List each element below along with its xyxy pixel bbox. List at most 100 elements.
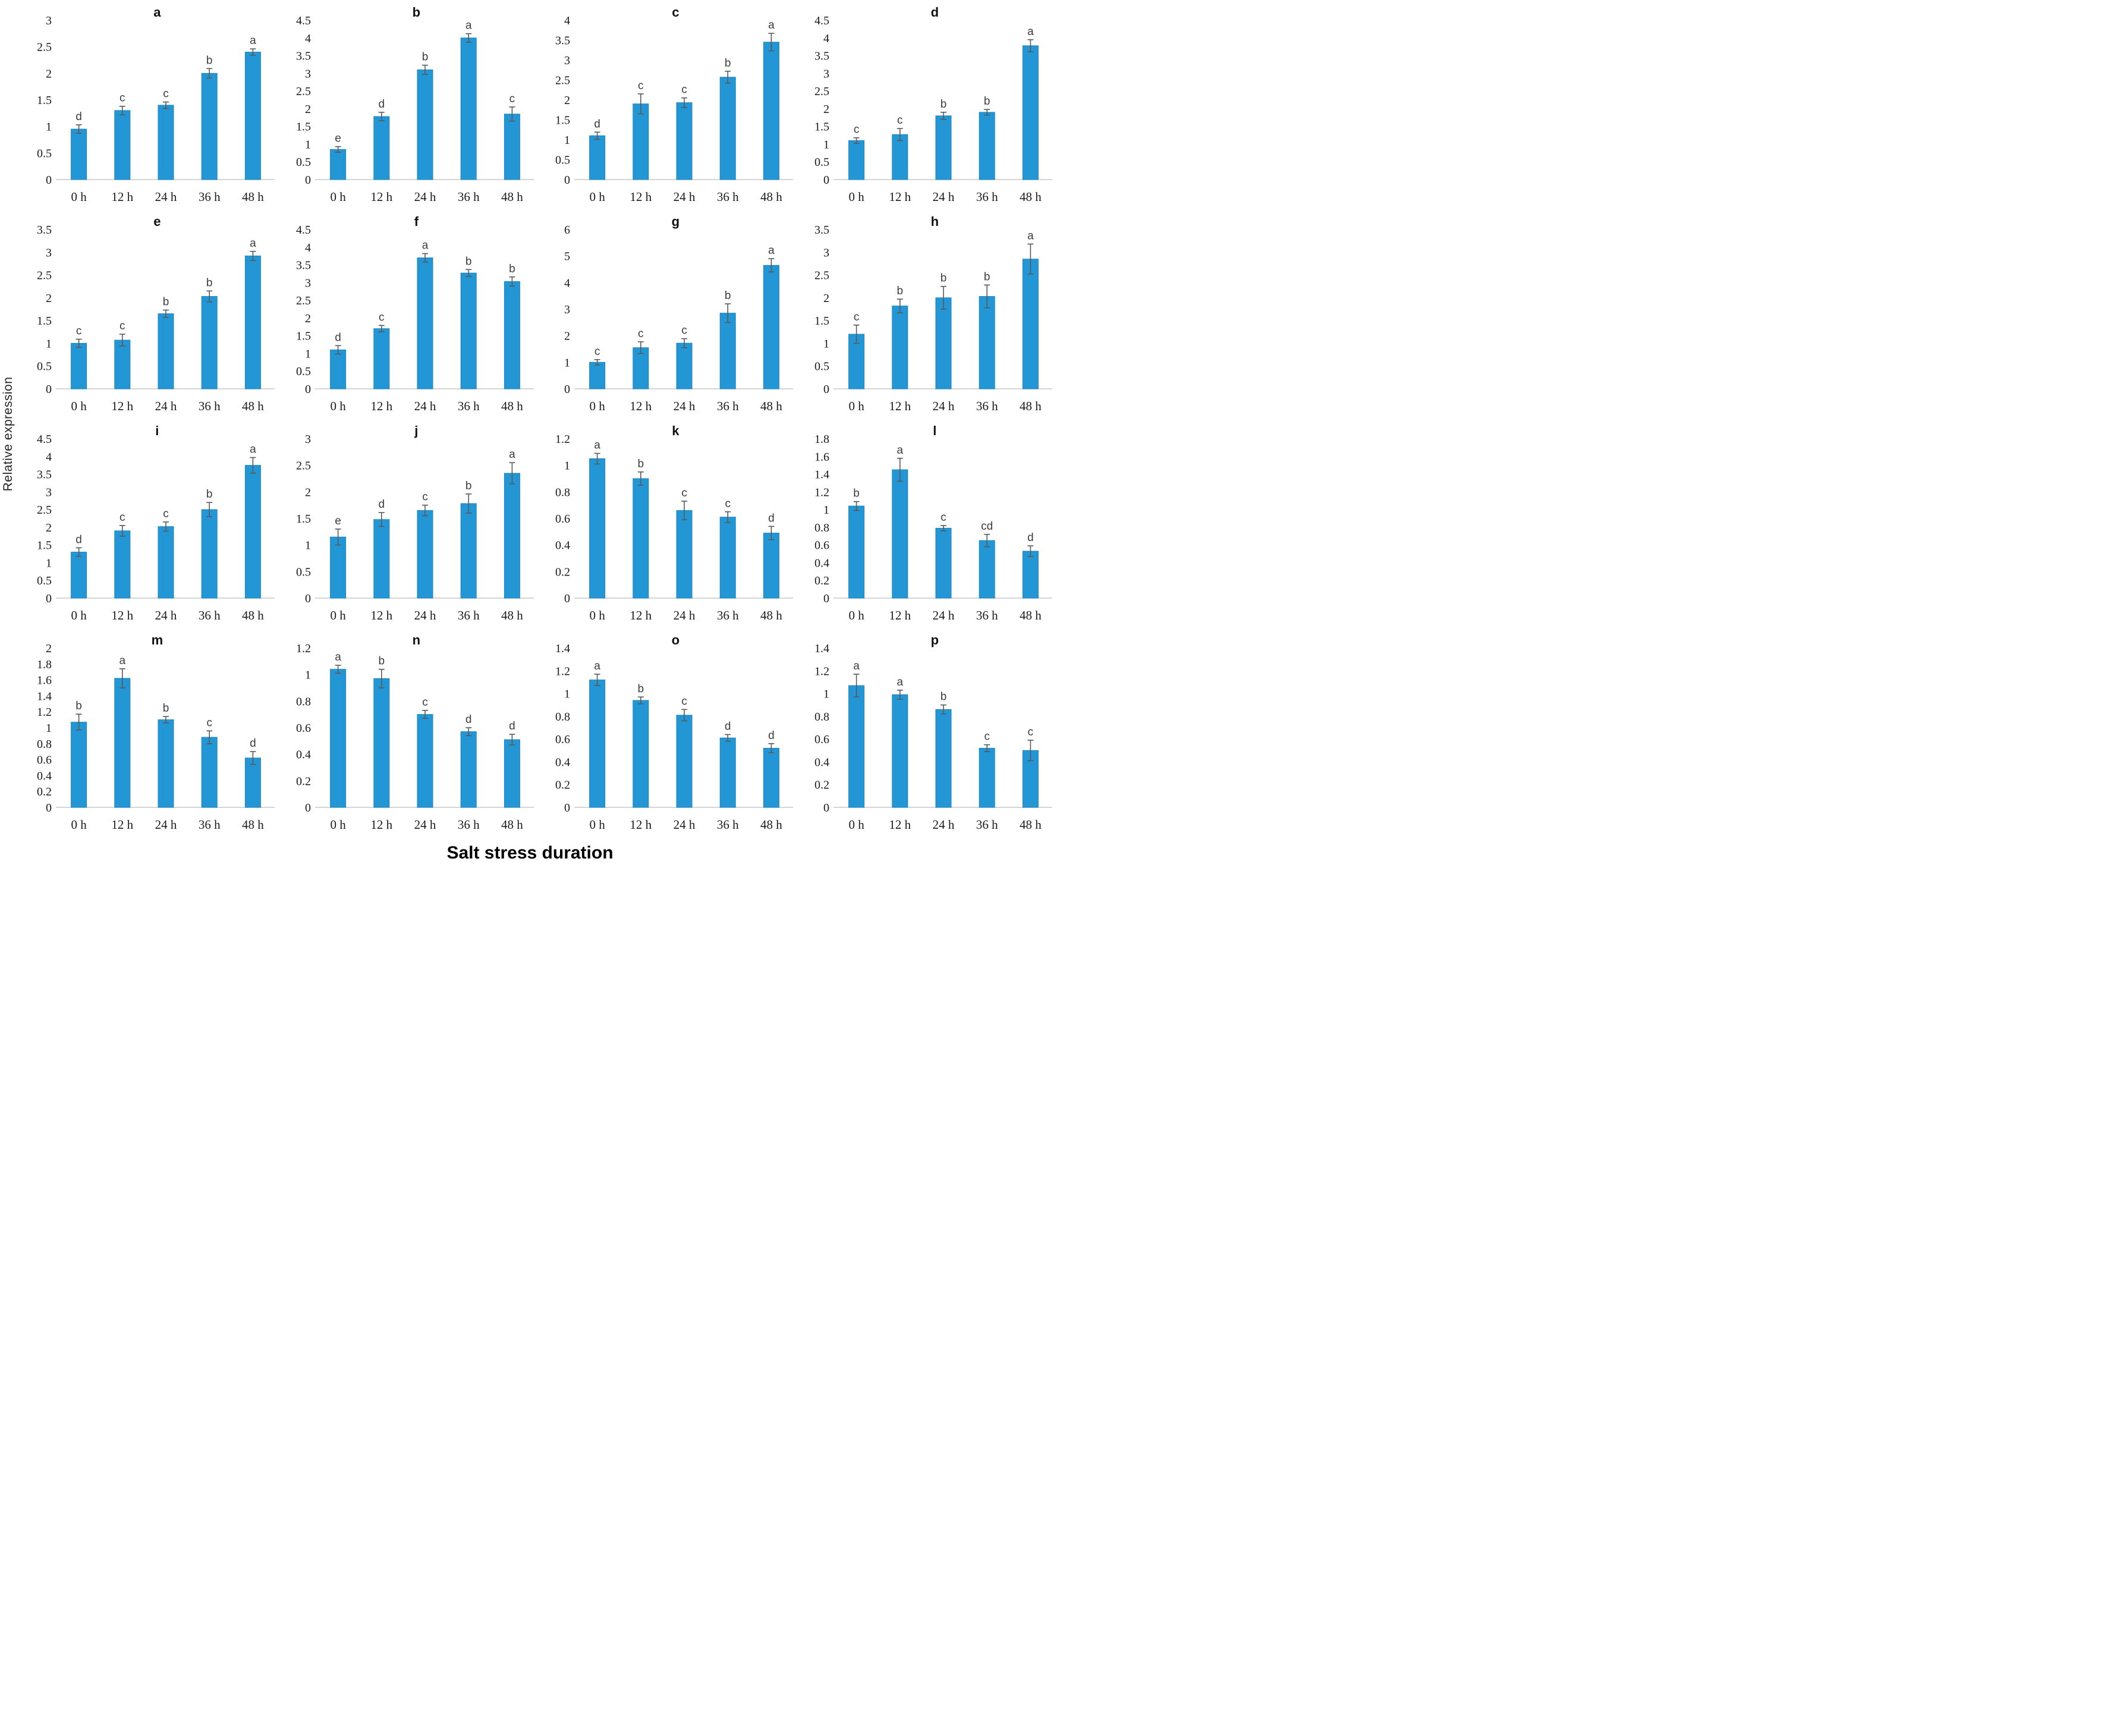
bar xyxy=(244,52,261,180)
significance-letter: a xyxy=(335,651,341,663)
bar xyxy=(244,757,261,808)
y-tick-label: 4.5 xyxy=(37,433,52,446)
significance-letter: c xyxy=(595,345,600,358)
subplot-n: 0 0.2 0.4 0.6 0.8 1 1.2 a 0 h b 12 h c 24 h d 36 h d 48 … xyxy=(296,633,534,832)
y-tick-label: 1 xyxy=(46,337,52,350)
y-tick-label: 4 xyxy=(46,451,52,464)
y-tick-label: 1.5 xyxy=(814,121,829,134)
x-tick-label: 36 h xyxy=(199,190,221,204)
x-tick-label: 48 h xyxy=(760,608,782,622)
y-tick-label: 3 xyxy=(305,433,311,446)
error-bar xyxy=(76,124,82,134)
error-bar xyxy=(594,674,600,686)
bar xyxy=(935,297,952,389)
error-bar xyxy=(76,338,82,348)
y-tick-label: 1 xyxy=(46,121,52,134)
y-tick-label: 1 xyxy=(564,356,570,369)
bar xyxy=(1022,45,1039,180)
y-tick-label: 0.4 xyxy=(814,556,829,570)
y-tick-label: 0.5 xyxy=(555,154,570,167)
significance-letter: b xyxy=(76,700,82,712)
error-bar xyxy=(594,131,600,140)
y-tick-label: 4 xyxy=(823,32,829,45)
y-tick-label: 0.6 xyxy=(296,722,311,735)
significance-letter: b xyxy=(853,488,860,500)
y-tick-label: 1 xyxy=(823,337,829,350)
y-tick-label: 0.4 xyxy=(814,756,829,769)
significance-letter: b xyxy=(163,702,169,715)
bar xyxy=(71,342,87,389)
y-tick-label: 3 xyxy=(564,303,570,316)
bar xyxy=(158,105,174,180)
error-bar xyxy=(422,64,428,75)
significance-letter: d xyxy=(76,533,82,546)
x-tick-label: 0 h xyxy=(330,399,346,413)
x-tick-label: 24 h xyxy=(155,399,177,413)
significance-letter: c xyxy=(897,114,903,127)
subplot-m: 0 0.2 0.4 0.6 0.8 1 1.2 1.4 1.6 1.8 2 b 0 h a 12 h b 24 … xyxy=(37,633,275,832)
error-bar xyxy=(725,734,731,742)
significance-letter: a xyxy=(119,655,126,667)
bar xyxy=(417,714,433,808)
y-tick-label: 0.6 xyxy=(814,733,829,746)
bar xyxy=(892,134,908,180)
x-tick-label: 36 h xyxy=(717,190,739,204)
x-tick-label: 0 h xyxy=(330,608,346,622)
y-tick-label: 1 xyxy=(305,347,311,360)
y-tick-label: 5 xyxy=(564,250,570,263)
x-tick-label: 36 h xyxy=(458,817,480,832)
x-tick-label: 24 h xyxy=(414,817,436,832)
y-tick-label: 1.8 xyxy=(37,658,52,671)
significance-letter: b xyxy=(638,458,644,470)
y-tick-label: 4 xyxy=(564,14,570,27)
panel-letter: f xyxy=(414,214,419,229)
y-tick-label: 1 xyxy=(305,539,311,552)
error-bar xyxy=(594,452,600,465)
y-tick-label: 1.2 xyxy=(814,665,829,678)
x-tick-label: 36 h xyxy=(458,399,480,413)
significance-letter: b xyxy=(725,290,731,302)
bar xyxy=(763,42,779,180)
subplot-j: 0 0.5 1 1.5 2 2.5 3 e 0 h d 12 h c 24 h b 36 h a 48 h j xyxy=(296,423,534,622)
y-tick-label: 1.4 xyxy=(555,642,570,655)
error-bar xyxy=(465,33,472,43)
x-tick-label: 48 h xyxy=(242,190,264,204)
significance-letter: d xyxy=(594,118,600,130)
y-tick-label: 2.5 xyxy=(296,294,311,307)
y-tick-label: 3 xyxy=(46,246,52,259)
y-tick-label: 1 xyxy=(305,138,311,151)
x-tick-label: 36 h xyxy=(976,190,998,204)
bar xyxy=(417,69,433,180)
bar xyxy=(676,102,693,180)
error-bar xyxy=(509,462,515,485)
y-tick-label: 3.5 xyxy=(814,224,829,237)
significance-letter: b xyxy=(941,272,947,285)
y-tick-label: 0.8 xyxy=(555,486,570,499)
error-bar xyxy=(422,710,428,719)
x-tick-label: 48 h xyxy=(760,817,782,832)
y-tick-label: 1.5 xyxy=(37,539,52,552)
error-bar xyxy=(378,668,385,688)
x-tick-label: 48 h xyxy=(1020,190,1042,204)
error-bar xyxy=(422,253,428,263)
bar xyxy=(633,347,649,389)
error-bar xyxy=(250,457,256,474)
error-bar xyxy=(206,730,213,744)
bar xyxy=(719,313,736,389)
significance-letter: c xyxy=(854,124,860,136)
x-tick-label: 12 h xyxy=(370,190,392,204)
x-tick-label: 36 h xyxy=(717,817,739,832)
subplot-e: 0 0.5 1 1.5 2 2.5 3 3.5 c 0 h c 12 h b 24 h b 36 h a 48 h… xyxy=(37,214,275,413)
bar xyxy=(201,509,218,599)
bar xyxy=(373,678,390,808)
bar xyxy=(633,478,649,599)
y-tick-label: 2 xyxy=(46,292,52,305)
bar xyxy=(373,328,390,389)
bar xyxy=(935,709,952,808)
x-tick-label: 48 h xyxy=(242,399,264,413)
bar xyxy=(460,272,477,389)
significance-letter: b xyxy=(206,276,213,289)
bar xyxy=(114,530,131,599)
y-tick-label: 2 xyxy=(564,94,570,107)
